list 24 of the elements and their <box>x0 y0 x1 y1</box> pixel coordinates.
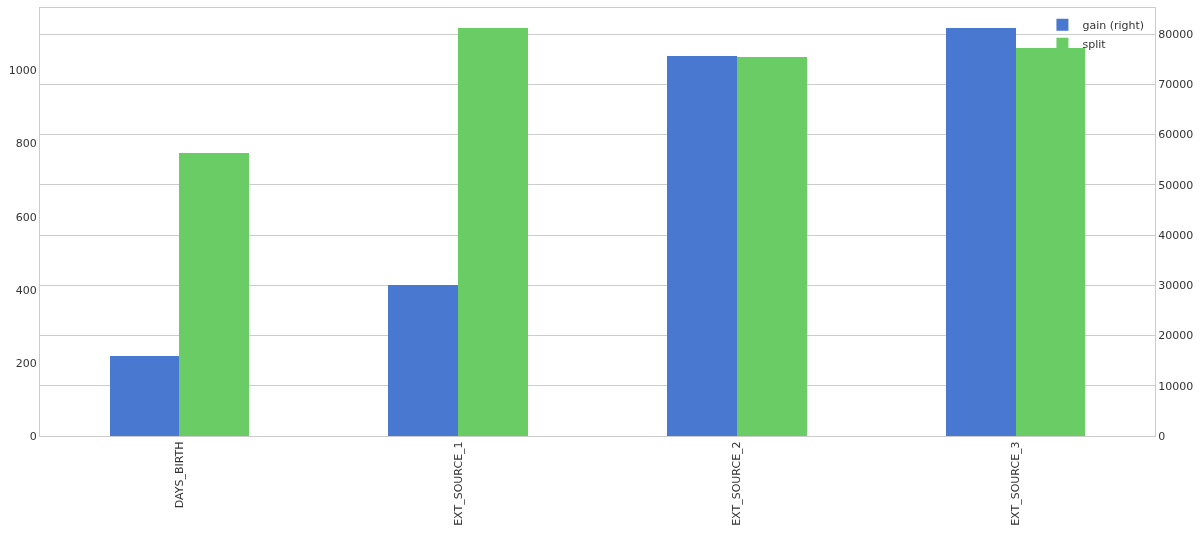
y2-tick-label: 80000 <box>1158 27 1194 41</box>
y2-tick-label: 20000 <box>1158 329 1194 343</box>
y2-tick-label: 60000 <box>1158 128 1194 142</box>
bar <box>179 153 249 436</box>
x-tick-label: EXT_SOURCE_2 <box>730 441 744 526</box>
bar <box>110 356 179 436</box>
bar <box>458 28 528 436</box>
y-tick-label: 800 <box>15 137 37 151</box>
y2-tick-label: 0 <box>1158 429 1166 443</box>
x-tick-label: DAYS_BIRTH <box>172 441 186 509</box>
x-tick-label: EXT_SOURCE_3 <box>1009 441 1023 526</box>
y2-tick-label: 70000 <box>1158 78 1194 92</box>
x-tick-label: EXT_SOURCE_1 <box>451 441 465 526</box>
y2-tick-label: 30000 <box>1158 279 1194 293</box>
y-tick-label: 200 <box>15 356 37 370</box>
legend-label: gain (right) <box>1082 18 1145 32</box>
y2-tick-label: 10000 <box>1158 379 1194 393</box>
y2-tick-label: 40000 <box>1158 228 1194 242</box>
y-tick-label: 0 <box>29 429 37 443</box>
y-tick-label: 600 <box>15 210 37 224</box>
legend-label: split <box>1082 37 1107 51</box>
y-tick-label: 1000 <box>8 64 37 78</box>
y2-tick-label: 50000 <box>1158 178 1194 192</box>
y-tick-label: 400 <box>15 283 37 297</box>
